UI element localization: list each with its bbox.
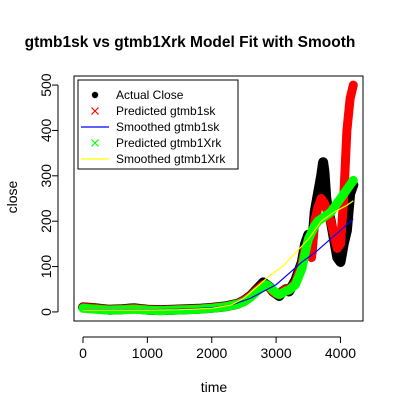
data-point (308, 253, 316, 261)
data-point (346, 95, 354, 103)
data-point (320, 199, 328, 207)
x-tick-label: 1000 (132, 345, 163, 361)
data-point (346, 181, 354, 189)
x-axis-label: time (201, 379, 228, 395)
data-point (336, 258, 344, 266)
data-point (291, 281, 299, 289)
data-point (298, 265, 306, 273)
x-tick-label: 2000 (196, 345, 227, 361)
x-tick-label: 0 (79, 345, 87, 361)
data-point (336, 240, 344, 248)
data-point (327, 208, 335, 216)
data-point (285, 286, 293, 294)
data-point (314, 204, 322, 212)
data-point (330, 204, 338, 212)
data-point (333, 244, 341, 252)
data-point (349, 176, 357, 184)
data-point (221, 303, 229, 311)
legend-x-swatch (91, 107, 99, 115)
legend-point-swatch (91, 91, 99, 99)
y-axis-label: close (4, 180, 20, 213)
series-layer (78, 80, 359, 316)
data-point (308, 229, 316, 237)
legend-label: Smoothed gtmb1Xrk (116, 152, 226, 166)
legend-label: Actual Close (116, 88, 184, 102)
y-tick-label: 100 (38, 255, 54, 279)
y-tick-label: 500 (38, 73, 54, 97)
data-point (349, 81, 357, 89)
data-point (279, 289, 287, 297)
legend-label: Smoothed gtmb1sk (116, 120, 220, 134)
data-point (343, 126, 351, 134)
data-point (319, 158, 327, 166)
data-point (343, 185, 351, 193)
legend-label: Predicted gtmb1sk (116, 104, 216, 118)
data-point (156, 307, 164, 315)
smoothed-line (83, 200, 354, 311)
plot-frame (73, 75, 364, 322)
legend-label: Predicted gtmb1Xrk (116, 136, 222, 150)
x-axis: 0 1000 2000 3000 4000 (79, 336, 356, 361)
data-point (272, 289, 280, 297)
y-tick-label: 0 (38, 308, 54, 316)
chart-title: gtmb1sk vs gtmb1Xrk Model Fit with Smoot… (25, 34, 356, 51)
data-point (320, 167, 328, 175)
x-tick-label: 4000 (325, 345, 356, 361)
data-point (317, 195, 325, 202)
y-tick-label: 400 (38, 119, 54, 143)
data-point (327, 217, 335, 225)
data-point (340, 190, 348, 198)
x-tick-label: 3000 (261, 345, 292, 361)
data-point (336, 195, 344, 202)
legend-x-swatch (91, 139, 99, 147)
data-point (301, 249, 309, 257)
data-point (333, 199, 341, 207)
data-point (330, 231, 338, 239)
y-tick-label: 300 (38, 164, 54, 188)
data-point (275, 291, 283, 299)
series-4 (83, 200, 354, 311)
legend-box (77, 79, 239, 170)
y-axis: 0 100 200 300 400 500 (38, 73, 59, 316)
y-tick-label: 200 (38, 209, 54, 233)
legend: Actual Close Predicted gtmb1sk Smoothed gt… (77, 79, 239, 170)
